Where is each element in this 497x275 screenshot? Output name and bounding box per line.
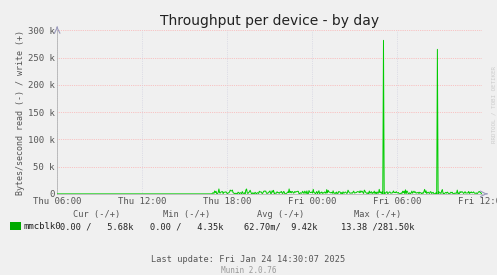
Text: Last update: Fri Jan 24 14:30:07 2025: Last update: Fri Jan 24 14:30:07 2025	[152, 255, 345, 263]
Text: Avg (-/+): Avg (-/+)	[257, 210, 305, 219]
Text: RRDTOOL / TOBI OETIKER: RRDTOOL / TOBI OETIKER	[491, 66, 496, 143]
Text: Min (-/+): Min (-/+)	[163, 210, 210, 219]
Title: Throughput per device - by day: Throughput per device - by day	[160, 14, 379, 28]
Text: 0.00 /   5.68k: 0.00 / 5.68k	[60, 222, 134, 231]
Text: 62.70m/  9.42k: 62.70m/ 9.42k	[244, 222, 318, 231]
Text: 0.00 /   4.35k: 0.00 / 4.35k	[150, 222, 223, 231]
Text: Max (-/+): Max (-/+)	[354, 210, 402, 219]
Text: mmcblk0: mmcblk0	[24, 222, 62, 231]
Text: Munin 2.0.76: Munin 2.0.76	[221, 266, 276, 275]
Text: Cur (-/+): Cur (-/+)	[73, 210, 121, 219]
Y-axis label: Bytes/second read (-) / write (+): Bytes/second read (-) / write (+)	[16, 30, 25, 195]
Text: 13.38 /281.50k: 13.38 /281.50k	[341, 222, 414, 231]
